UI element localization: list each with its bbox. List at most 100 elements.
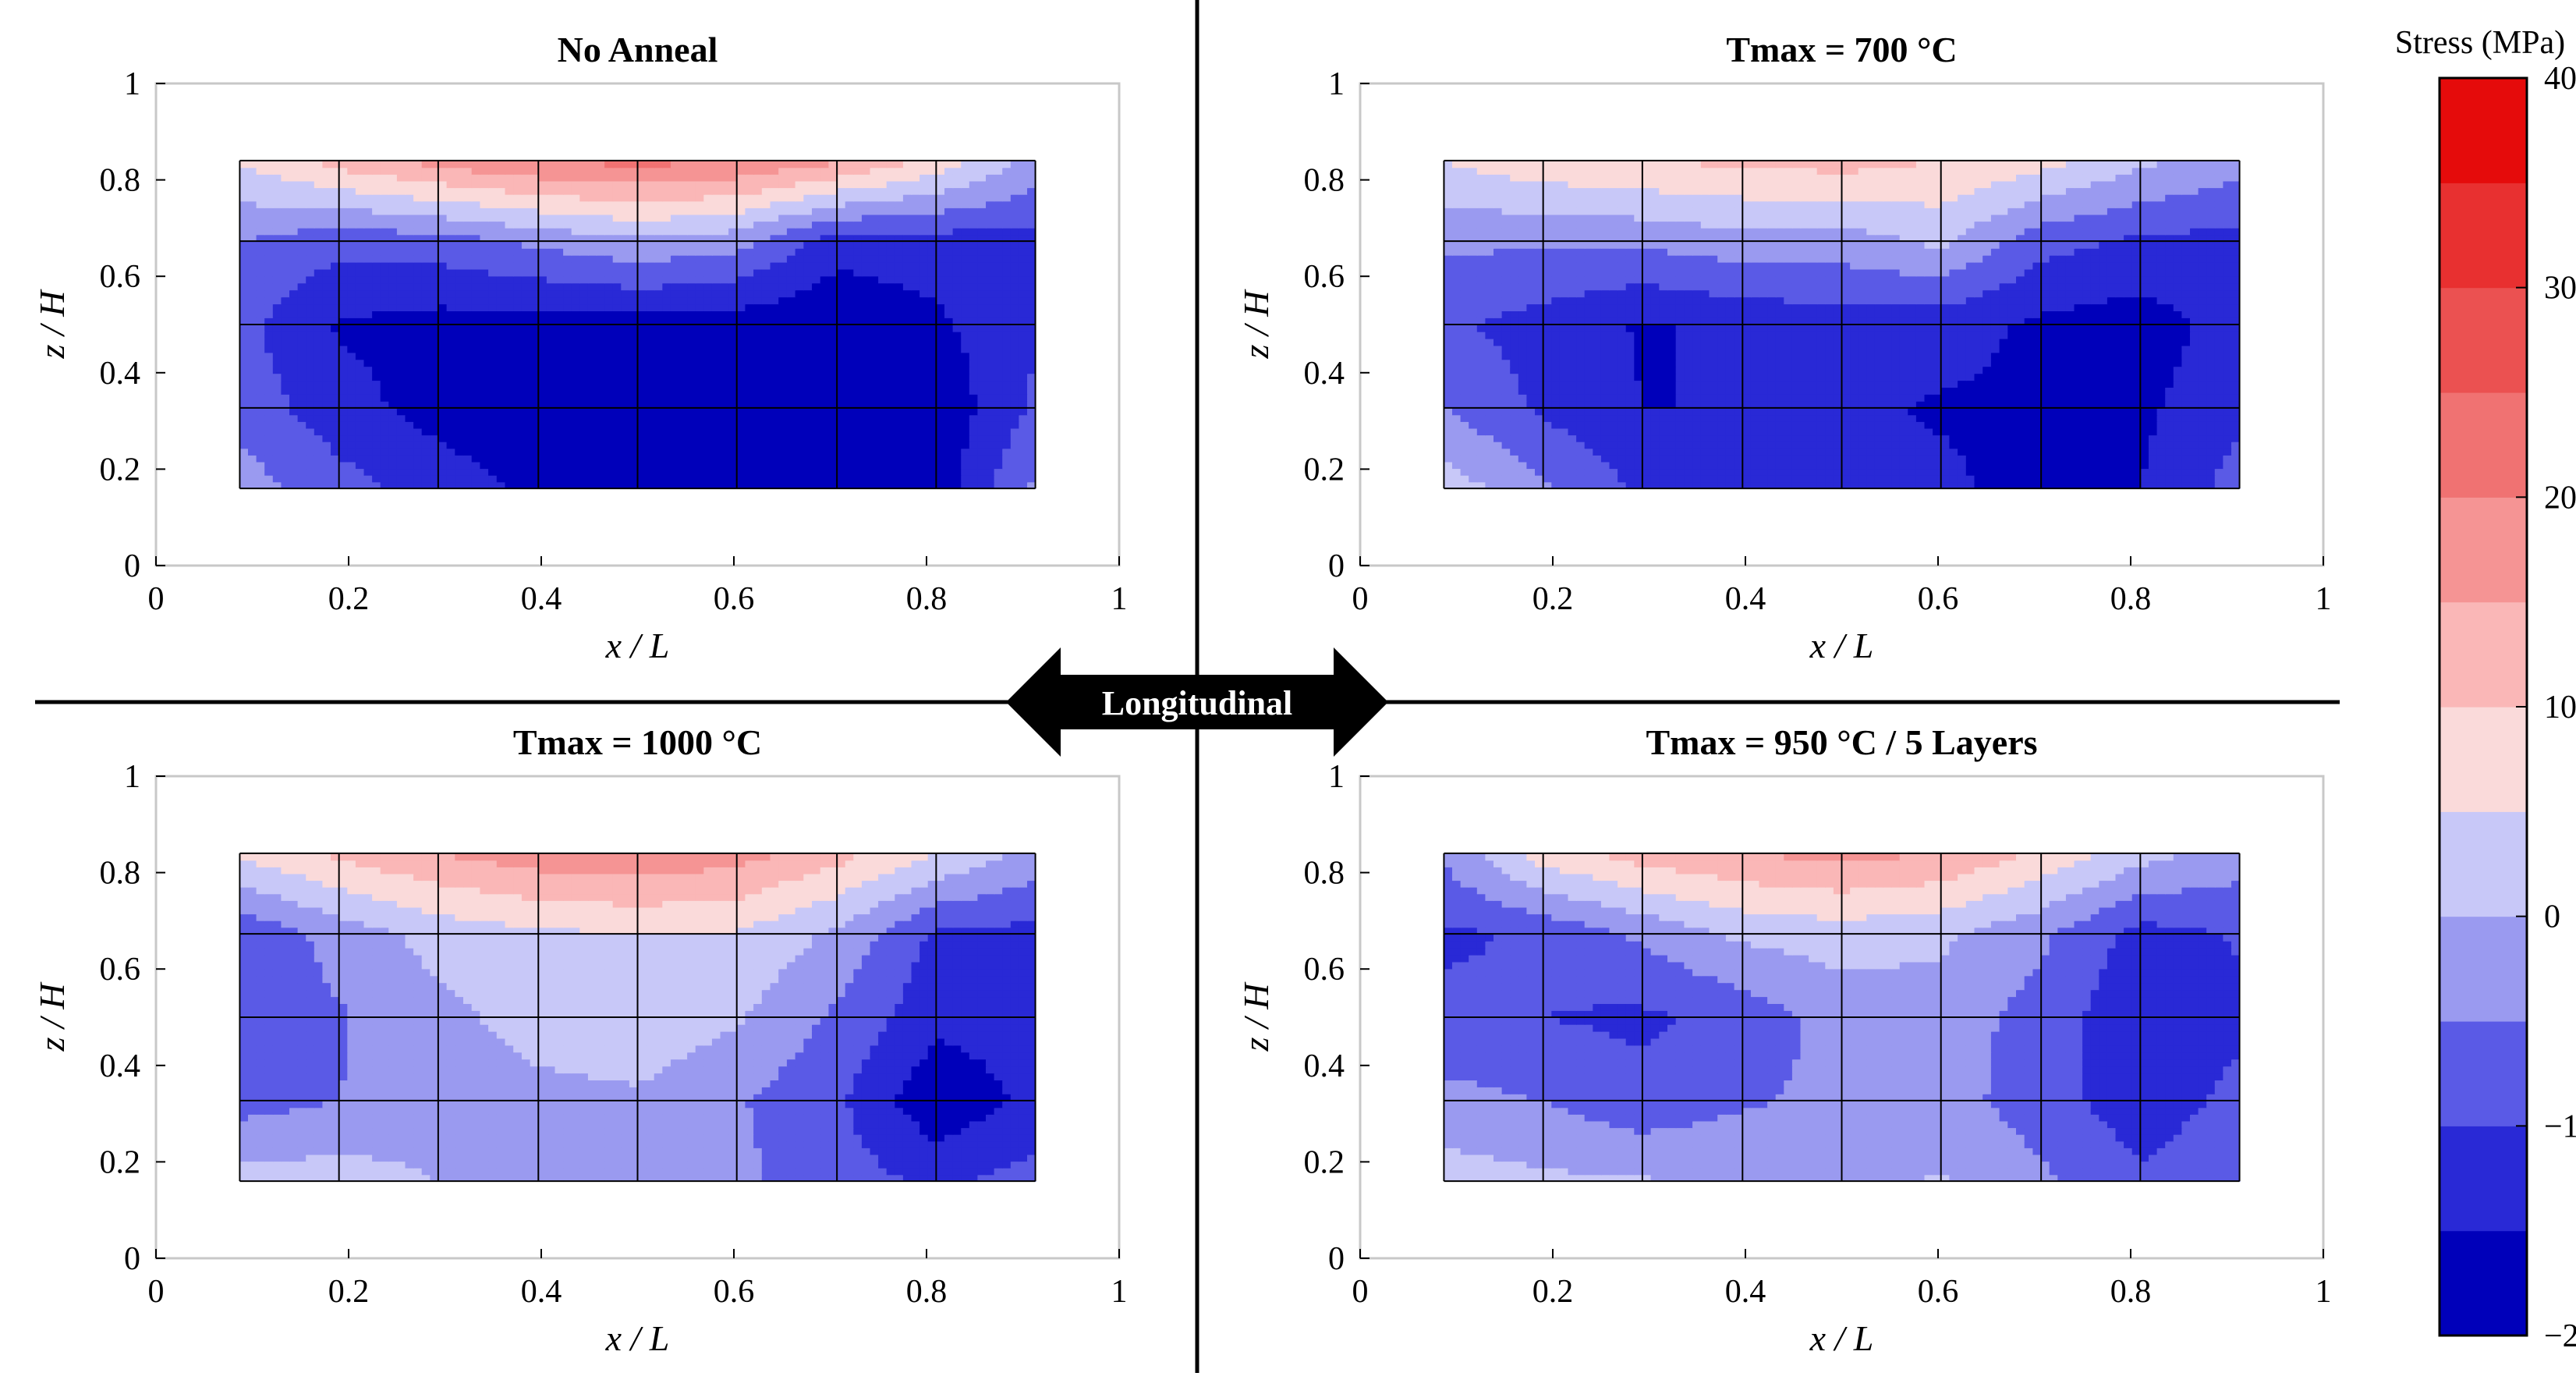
contour-cell bbox=[463, 414, 473, 422]
contour-cell bbox=[1002, 421, 1012, 429]
contour-cell bbox=[612, 241, 622, 249]
contour-cell bbox=[770, 474, 779, 483]
contour-cell bbox=[728, 387, 738, 395]
contour-cell bbox=[662, 310, 671, 318]
contour-cell bbox=[927, 345, 937, 353]
contour-cell bbox=[314, 193, 324, 202]
contour-cell bbox=[546, 214, 556, 222]
contour-cell bbox=[455, 310, 464, 318]
contour-cell bbox=[679, 414, 688, 422]
contour-cell bbox=[711, 461, 721, 470]
contour-cell bbox=[530, 289, 540, 298]
contour-cell bbox=[488, 167, 498, 175]
contour-cell bbox=[878, 461, 888, 470]
contour-cell bbox=[662, 241, 671, 249]
contour-cell bbox=[637, 200, 647, 208]
contour-cell bbox=[1634, 461, 1643, 470]
contour-cell bbox=[778, 407, 788, 416]
contour-cell bbox=[761, 421, 771, 429]
contour-cell bbox=[1002, 174, 1012, 182]
contour-cell bbox=[563, 338, 572, 346]
contour-cell bbox=[902, 296, 912, 305]
contour-cell bbox=[530, 234, 540, 242]
contour-cell bbox=[405, 214, 414, 222]
contour-cell bbox=[239, 394, 249, 402]
contour-cell bbox=[612, 180, 622, 189]
contour-cell bbox=[596, 366, 605, 374]
contour-cell bbox=[1494, 427, 1503, 436]
contour-cell bbox=[513, 275, 523, 284]
contour-cell bbox=[870, 208, 879, 215]
contour-cell bbox=[828, 461, 838, 470]
contour-cell bbox=[396, 468, 406, 476]
contour-cell bbox=[306, 331, 315, 339]
contour-cell bbox=[471, 481, 481, 489]
contour-cell bbox=[977, 187, 987, 195]
contour-cell bbox=[753, 387, 763, 395]
contour-cell bbox=[820, 421, 830, 429]
contour-cell bbox=[977, 338, 987, 346]
contour-cell bbox=[538, 331, 547, 339]
contour-cell bbox=[264, 296, 274, 305]
contour-cell bbox=[555, 338, 564, 346]
contour-cell bbox=[944, 359, 954, 367]
contour-cell bbox=[405, 296, 414, 305]
contour-cell bbox=[703, 481, 713, 489]
contour-cell bbox=[413, 200, 423, 208]
contour-cell bbox=[380, 174, 390, 182]
contour-cell bbox=[471, 421, 481, 429]
contour-cell bbox=[911, 481, 920, 489]
contour-cell bbox=[1576, 427, 1586, 436]
contour-cell bbox=[563, 387, 572, 395]
contour-cell bbox=[496, 461, 506, 470]
contour-cell bbox=[629, 241, 639, 249]
contour-cell bbox=[1494, 448, 1503, 456]
contour-cell bbox=[331, 366, 340, 374]
contour-cell bbox=[396, 427, 406, 436]
contour-cell bbox=[396, 338, 406, 346]
contour-cell bbox=[530, 448, 540, 456]
contour-cell bbox=[314, 387, 324, 395]
contour-cell bbox=[314, 461, 324, 470]
contour-cell bbox=[936, 296, 945, 305]
contour-cell bbox=[944, 441, 954, 449]
contour-cell bbox=[563, 296, 572, 305]
contour-cell bbox=[786, 455, 796, 463]
contour-cell bbox=[256, 325, 265, 332]
contour-cell bbox=[1535, 427, 1544, 436]
contour-cell bbox=[380, 193, 390, 202]
contour-cell bbox=[1027, 421, 1036, 429]
contour-cell bbox=[753, 303, 763, 311]
contour-cell bbox=[878, 303, 888, 311]
contour-cell bbox=[264, 441, 274, 449]
contour-cell bbox=[711, 394, 721, 402]
contour-cell bbox=[513, 380, 523, 388]
contour-cell bbox=[1593, 427, 1602, 436]
contour-cell bbox=[380, 234, 390, 242]
contour-cell bbox=[596, 427, 605, 436]
contour-cell bbox=[438, 248, 448, 256]
contour-cell bbox=[778, 325, 788, 332]
contour-cell bbox=[604, 234, 614, 242]
contour-cell bbox=[720, 289, 729, 298]
contour-cell bbox=[1027, 481, 1036, 489]
contour-cell bbox=[761, 282, 771, 291]
contour-cell bbox=[703, 275, 713, 284]
contour-cell bbox=[902, 441, 912, 449]
contour-cell bbox=[430, 325, 439, 332]
contour-cell bbox=[969, 461, 979, 470]
contour-cell bbox=[496, 435, 506, 442]
contour-cell bbox=[870, 174, 879, 182]
contour-cell bbox=[911, 248, 920, 256]
contour-cell bbox=[538, 317, 547, 325]
contour-cell bbox=[786, 193, 796, 202]
contour-cell bbox=[446, 310, 456, 318]
contour-cell bbox=[579, 338, 589, 346]
contour-cell bbox=[331, 468, 340, 476]
contour-cell bbox=[1002, 167, 1012, 175]
contour-cell bbox=[388, 200, 398, 208]
contour-cell bbox=[388, 261, 398, 270]
contour-cell bbox=[911, 421, 920, 429]
contour-cell bbox=[670, 296, 680, 305]
contour-cell bbox=[471, 352, 481, 360]
